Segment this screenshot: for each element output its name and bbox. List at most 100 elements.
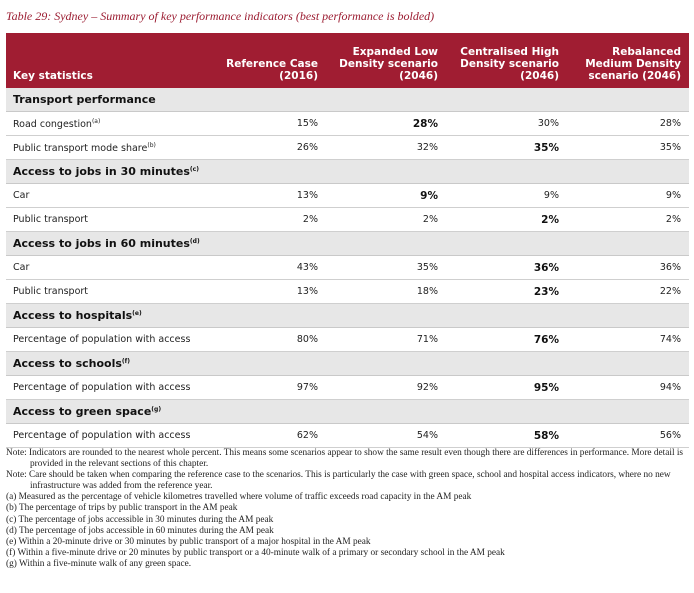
footnote-marker: (f) [121, 358, 131, 365]
value-cell: 2% [326, 207, 446, 232]
value-cell: 36% [446, 255, 567, 280]
footnote-marker: (e) [132, 310, 142, 317]
section-row: Access to green space(g) [6, 399, 689, 424]
value-cell: 71% [326, 327, 446, 352]
column-header: Centralised High Density scenario (2046) [446, 33, 567, 88]
note: Note: Care should be taken when comparin… [6, 470, 671, 492]
value-cell: 94% [567, 375, 689, 400]
header-line: Key statistics [13, 70, 93, 82]
note: (e) Within a 20-minute drive or 30 minut… [6, 536, 371, 547]
footnote-marker: (b) [147, 141, 156, 149]
value-cell: 9% [567, 183, 689, 208]
header-line: Expanded Low [352, 46, 438, 58]
section-title: Access to jobs in 60 minutes(d) [6, 231, 689, 256]
value-cell: 28% [567, 111, 689, 136]
note: (a) Measured as the percentage of vehicl… [6, 492, 472, 503]
label-text: Road congestion [13, 118, 92, 130]
value-cell: 76% [446, 327, 567, 352]
section-label: Access to green space [13, 405, 152, 418]
value-cell: 13% [206, 183, 326, 208]
section-label: Access to jobs in 60 minutes [13, 237, 190, 250]
value-cell: 26% [206, 135, 326, 160]
section-title: Transport performance [6, 88, 689, 112]
data-row: Percentage of population with access 97% 9… [6, 375, 689, 400]
value-cell: 58% [446, 423, 567, 448]
section-title: Access to green space(g) [6, 399, 689, 424]
row-label: Percentage of population with access [6, 327, 206, 352]
value-cell: 23% [446, 279, 567, 304]
value-cell: 35% [326, 255, 446, 280]
section-label: Transport performance [13, 93, 156, 106]
data-row: Public transport mode share(b) 26% 32% 35% 3… [6, 135, 689, 160]
note: (f) Within a five-minute drive or 20 min… [6, 547, 505, 558]
column-header: Rebalanced Medium Density scenario (2046) [567, 33, 689, 88]
row-label: Public transport [6, 279, 206, 304]
label-text: Car [13, 190, 30, 201]
value-cell: 15% [206, 111, 326, 136]
column-header: Key statistics [6, 33, 206, 88]
section-title: Access to schools(f) [6, 351, 689, 376]
header-row: Key statistics Reference Case (2016) Expand… [6, 33, 689, 88]
value-cell: 43% [206, 255, 326, 280]
section-row: Access to hospitals(e) [6, 303, 689, 328]
data-row: Public transport 13% 18% 23% 22% [6, 279, 689, 304]
column-header: Expanded Low Density scenario (2046) [326, 33, 446, 88]
value-cell: 97% [206, 375, 326, 400]
value-cell: 74% [567, 327, 689, 352]
section-title: Access to jobs in 30 minutes(c) [6, 159, 689, 184]
row-label: Public transport mode share(b) [6, 135, 206, 160]
header-line: Medium Density [585, 58, 681, 70]
row-label: Road congestion(a) [6, 111, 206, 136]
section-row: Access to schools(f) [6, 351, 689, 376]
value-cell: 32% [326, 135, 446, 160]
row-label: Car [6, 183, 206, 208]
header-line: scenario (2046) [588, 70, 681, 82]
note: (b) The percentage of trips by public tr… [6, 503, 238, 514]
header-line: Density scenario [339, 58, 438, 70]
note: (d) The percentage of jobs accessible in… [6, 525, 274, 536]
row-label: Public transport [6, 207, 206, 232]
label-text: Percentage of population with access [13, 430, 191, 441]
row-label: Percentage of population with access [6, 375, 206, 400]
note: (c) The percentage of jobs accessible in… [6, 514, 274, 525]
data-row: Car 13% 9% 9% 9% [6, 183, 689, 208]
value-cell: 22% [567, 279, 689, 304]
value-cell: 2% [567, 207, 689, 232]
footnote-marker: (a) [91, 117, 101, 125]
label-text: Percentage of population with access [13, 334, 191, 345]
value-cell: 13% [206, 279, 326, 304]
value-cell: 35% [446, 135, 567, 160]
section-row: Access to jobs in 60 minutes(d) [6, 231, 689, 256]
value-cell: 2% [206, 207, 326, 232]
notes: Note: Indicators are rounded to the near… [6, 448, 690, 570]
label-text: Public transport [13, 214, 89, 225]
kpi-table: Key statistics Reference Case (2016) Expand… [6, 33, 689, 448]
footnote-marker: (c) [189, 166, 199, 173]
label-text: Percentage of population with access [13, 382, 191, 393]
row-label: Car [6, 255, 206, 280]
value-cell: 2% [446, 207, 567, 232]
data-row: Percentage of population with access 80% 7… [6, 327, 689, 352]
footnote-marker: (g) [151, 406, 162, 413]
header-line: (2046) [399, 70, 438, 82]
value-cell: 9% [326, 183, 446, 208]
header-line: Density scenario [460, 58, 559, 70]
label-text: Public transport mode share [13, 142, 148, 154]
table-body: Transport performance Road congestion(a) 1… [6, 88, 689, 448]
value-cell: 62% [206, 423, 326, 448]
value-cell: 30% [446, 111, 567, 136]
value-cell: 92% [326, 375, 446, 400]
section-row: Access to jobs in 30 minutes(c) [6, 159, 689, 184]
value-cell: 80% [206, 327, 326, 352]
note: (g) Within a five-minute walk of any gre… [6, 558, 192, 569]
value-cell: 95% [446, 375, 567, 400]
note: Note: Indicators are rounded to the near… [6, 448, 684, 470]
section-row: Transport performance [6, 88, 689, 112]
caption: Table 29: Sydney – Summary of key perfor… [6, 9, 435, 23]
header-line: Centralised High [460, 46, 559, 58]
value-cell: 56% [567, 423, 689, 448]
data-row: Public transport 2% 2% 2% 2% [6, 207, 689, 232]
data-row: Percentage of population with access 62% 5… [6, 423, 689, 448]
data-row: Car 43% 35% 36% 36% [6, 255, 689, 280]
